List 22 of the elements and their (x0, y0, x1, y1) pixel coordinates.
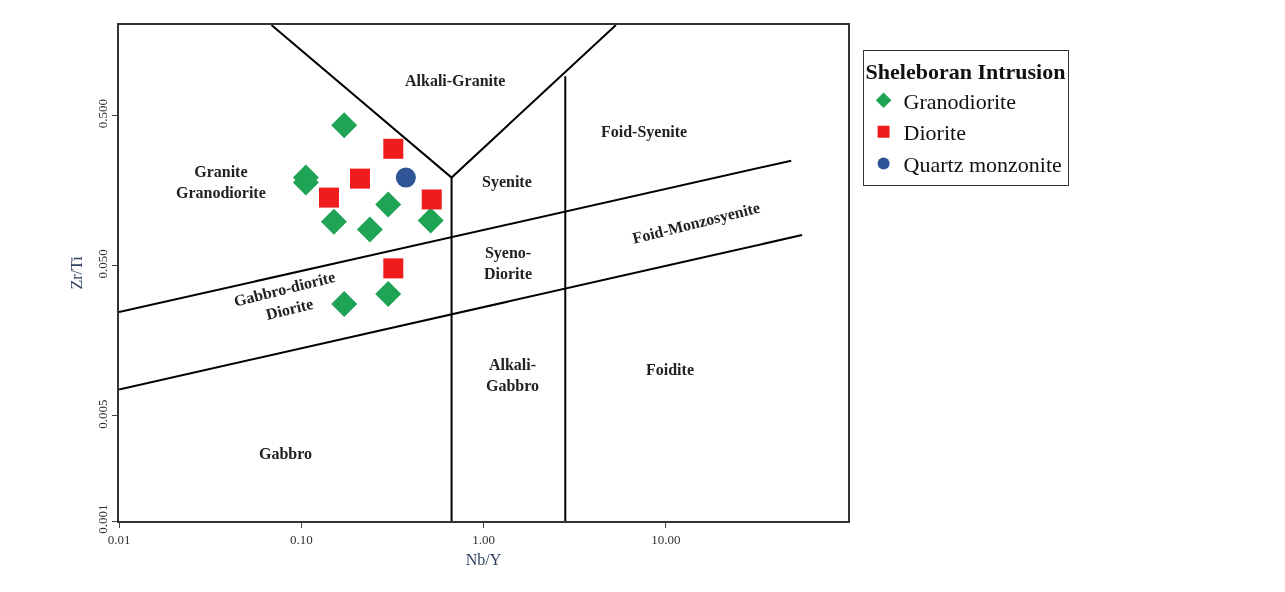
legend-label: Quartz monzonite (903, 151, 1062, 177)
annotation: Gabbro (259, 445, 313, 462)
annotation: Alkali-Granite (405, 72, 506, 89)
x-axis-title: Nb/Y (465, 550, 502, 568)
legend-label: Diorite (903, 120, 966, 146)
legend-label: Granodiorite (903, 88, 1016, 114)
y-tick-label: 0.050 (94, 249, 110, 279)
annotation: Foidite (646, 361, 694, 378)
y-tick-label: 0.001 (94, 504, 110, 534)
annotation: Syeno- Diorite (484, 244, 532, 282)
y-tick-label: 0.005 (94, 399, 110, 429)
legend-title: Sheleboran Intrusion (865, 59, 1066, 85)
x-tick-label: 0.10 (289, 531, 313, 547)
x-tick-label: 10.00 (651, 531, 681, 547)
x-tick-label: 0.01 (107, 531, 131, 547)
y-tick-label: 0.500 (94, 98, 110, 129)
annotation: Alkali- Gabbro (486, 356, 540, 394)
annotation: Foid-Syenite (601, 123, 688, 141)
annotation: Syenite (482, 173, 532, 191)
x-tick-label: 1.00 (472, 531, 495, 547)
y-axis-title: Zr/Ti (68, 255, 86, 290)
annotation: Granite Granodiorite (176, 163, 266, 201)
